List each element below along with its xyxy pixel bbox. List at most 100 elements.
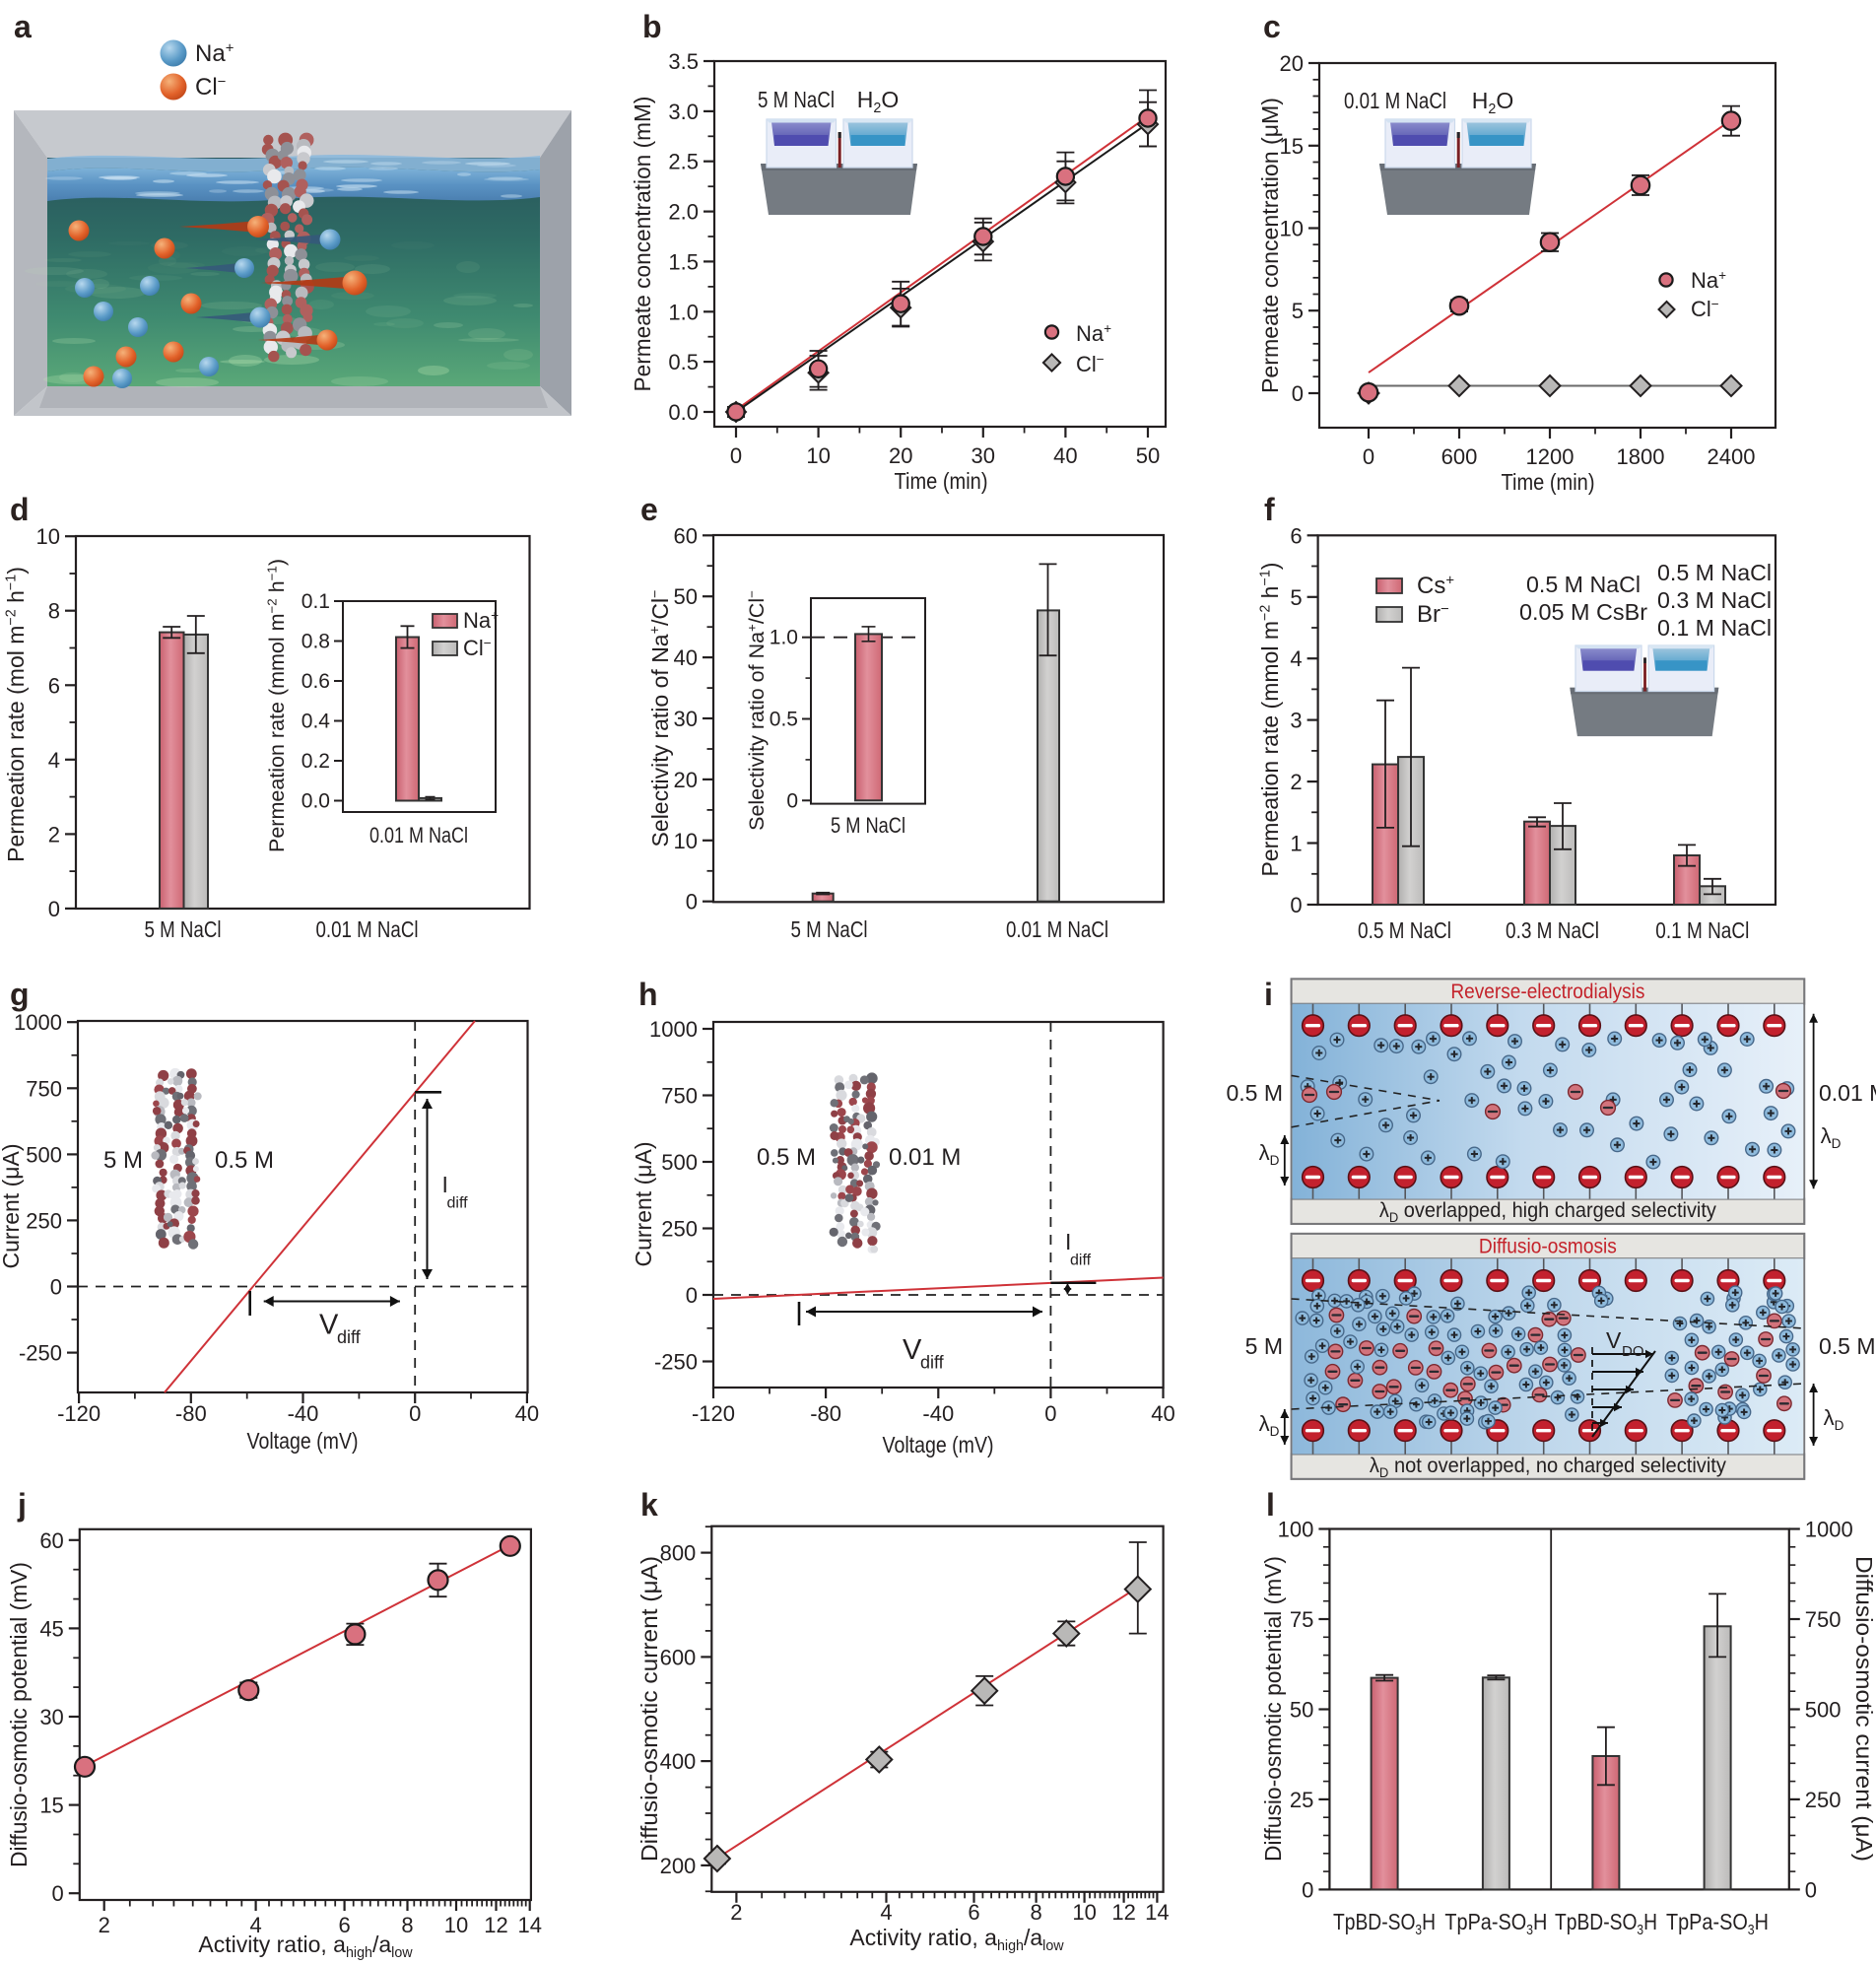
svg-text:-40: -40 — [288, 1401, 319, 1426]
svg-text:250: 250 — [1805, 1788, 1842, 1812]
svg-text:0: 0 — [52, 1881, 64, 1906]
svg-text:0.01 M: 0.01 M — [1819, 1080, 1876, 1106]
svg-text:-80: -80 — [810, 1401, 841, 1426]
svg-text:0.01 M NaCl: 0.01 M NaCl — [316, 916, 419, 942]
svg-text:1: 1 — [1290, 832, 1302, 856]
svg-text:λD overlapped, high charged se: λD overlapped, high charged selectivity — [1379, 1198, 1716, 1225]
svg-text:750: 750 — [1805, 1607, 1842, 1632]
svg-text:c: c — [1263, 9, 1281, 44]
svg-text:i: i — [1264, 977, 1273, 1012]
svg-text:500: 500 — [1805, 1698, 1842, 1723]
svg-text:Diffusio-osmotic potential (mV: Diffusio-osmotic potential (mV) — [1260, 1556, 1286, 1862]
svg-text:500: 500 — [661, 1150, 698, 1175]
svg-text:0.01 M: 0.01 M — [889, 1144, 961, 1171]
svg-text:b: b — [642, 9, 662, 44]
svg-text:3: 3 — [1290, 709, 1302, 733]
svg-text:6: 6 — [1290, 523, 1302, 548]
svg-text:λD: λD — [1259, 1140, 1280, 1168]
svg-text:Na+: Na+ — [1691, 268, 1726, 293]
svg-text:10: 10 — [674, 829, 698, 853]
svg-text:V: V — [1606, 1327, 1622, 1353]
svg-text:0.6: 0.6 — [302, 670, 330, 693]
svg-text:0: 0 — [1302, 1877, 1313, 1902]
svg-text:Activity ratio, ahigh/alow: Activity ratio, ahigh/alow — [198, 1931, 413, 1960]
svg-text:250: 250 — [26, 1208, 62, 1233]
svg-text:1800: 1800 — [1617, 444, 1665, 469]
svg-text:V: V — [319, 1310, 339, 1341]
svg-text:6: 6 — [338, 1913, 350, 1937]
svg-text:5 M NaCl: 5 M NaCl — [145, 916, 222, 942]
svg-text:diff: diff — [337, 1327, 362, 1347]
svg-text:500: 500 — [26, 1142, 62, 1167]
svg-text:6: 6 — [48, 673, 60, 698]
svg-text:12: 12 — [484, 1913, 507, 1937]
svg-text:1200: 1200 — [1526, 444, 1574, 469]
svg-text:0.05 M CsBr: 0.05 M CsBr — [1519, 599, 1647, 625]
svg-text:TpPa-SO3H: TpPa-SO3H — [1666, 1909, 1769, 1938]
svg-text:0: 0 — [1805, 1877, 1817, 1902]
svg-text:0.0: 0.0 — [302, 790, 330, 813]
svg-text:0.8: 0.8 — [302, 631, 330, 653]
svg-text:Diffusio-osmotic potential (mV: Diffusio-osmotic potential (mV) — [6, 1562, 32, 1867]
svg-text:-250: -250 — [654, 1350, 698, 1375]
svg-text:5 M: 5 M — [103, 1147, 143, 1174]
svg-text:4: 4 — [249, 1913, 261, 1937]
svg-text:0: 0 — [686, 890, 698, 915]
svg-text:0: 0 — [50, 1275, 62, 1300]
svg-text:800: 800 — [660, 1541, 697, 1566]
svg-text:0.5 M NaCl: 0.5 M NaCl — [1358, 917, 1451, 943]
svg-text:600: 600 — [660, 1645, 697, 1669]
svg-text:15: 15 — [1280, 134, 1304, 159]
svg-text:10: 10 — [36, 524, 60, 549]
svg-text:0.3 M NaCl: 0.3 M NaCl — [1657, 587, 1772, 613]
svg-text:0.4: 0.4 — [302, 711, 331, 733]
svg-text:0: 0 — [1290, 893, 1302, 917]
svg-text:-120: -120 — [692, 1401, 735, 1426]
svg-text:10: 10 — [1280, 217, 1304, 241]
svg-text:d: d — [10, 492, 30, 527]
svg-text:g: g — [10, 977, 30, 1012]
svg-text:-40: -40 — [922, 1401, 954, 1426]
svg-text:Time (min): Time (min) — [895, 468, 988, 494]
svg-text:Voltage (mV): Voltage (mV) — [247, 1428, 359, 1454]
svg-text:Current (μA): Current (μA) — [0, 1144, 24, 1269]
svg-text:Selectivity ratio of Na+/Cl−: Selectivity ratio of Na+/Cl− — [647, 590, 673, 847]
svg-text:2: 2 — [48, 822, 60, 847]
svg-text:0: 0 — [730, 443, 742, 468]
svg-text:2400: 2400 — [1708, 444, 1756, 469]
svg-text:0.5: 0.5 — [770, 709, 798, 731]
svg-text:a: a — [14, 9, 32, 44]
svg-text:λD: λD — [1824, 1405, 1844, 1433]
svg-text:Br−: Br− — [1417, 601, 1449, 628]
svg-text:1.0: 1.0 — [668, 300, 699, 324]
svg-text:0: 0 — [786, 789, 798, 812]
svg-text:8: 8 — [401, 1913, 413, 1937]
svg-text:Diffusio-osmotic current (μA): Diffusio-osmotic current (μA) — [1851, 1556, 1876, 1862]
svg-text:3.5: 3.5 — [668, 49, 699, 74]
svg-text:Permeation rate (mmol m−2 h−1): Permeation rate (mmol m−2 h−1) — [1257, 563, 1283, 877]
svg-text:Cl−: Cl− — [195, 74, 226, 101]
svg-text:14: 14 — [517, 1913, 541, 1937]
svg-text:Permeation rate (mmol m−2 h−1): Permeation rate (mmol m−2 h−1) — [264, 559, 289, 852]
svg-text:-120: -120 — [57, 1401, 100, 1426]
svg-text:Diffusio-osmotic current (μA): Diffusio-osmotic current (μA) — [636, 1556, 662, 1862]
svg-text:50: 50 — [674, 584, 698, 609]
svg-text:Permeation rate (mol m−2 h−1): Permeation rate (mol m−2 h−1) — [3, 567, 29, 862]
svg-text:0.0: 0.0 — [668, 400, 699, 425]
svg-text:Diffusio-osmosis: Diffusio-osmosis — [1479, 1234, 1617, 1257]
svg-text:λD: λD — [1259, 1411, 1280, 1439]
svg-text:30: 30 — [39, 1705, 63, 1729]
svg-text:1.5: 1.5 — [668, 249, 699, 274]
svg-text:5: 5 — [1290, 585, 1302, 610]
svg-text:0.2: 0.2 — [302, 750, 330, 773]
svg-text:0: 0 — [409, 1401, 421, 1426]
svg-text:diff: diff — [920, 1353, 945, 1373]
svg-text:0.5: 0.5 — [668, 350, 699, 374]
svg-text:40: 40 — [1053, 443, 1077, 468]
svg-text:e: e — [640, 492, 658, 527]
svg-text:Time (min): Time (min) — [1502, 469, 1595, 495]
svg-text:-250: -250 — [19, 1341, 62, 1366]
svg-text:0.01 M NaCl: 0.01 M NaCl — [1006, 916, 1108, 942]
svg-text:5 M: 5 M — [1245, 1333, 1283, 1359]
svg-text:0.5 M: 0.5 M — [1819, 1333, 1876, 1359]
